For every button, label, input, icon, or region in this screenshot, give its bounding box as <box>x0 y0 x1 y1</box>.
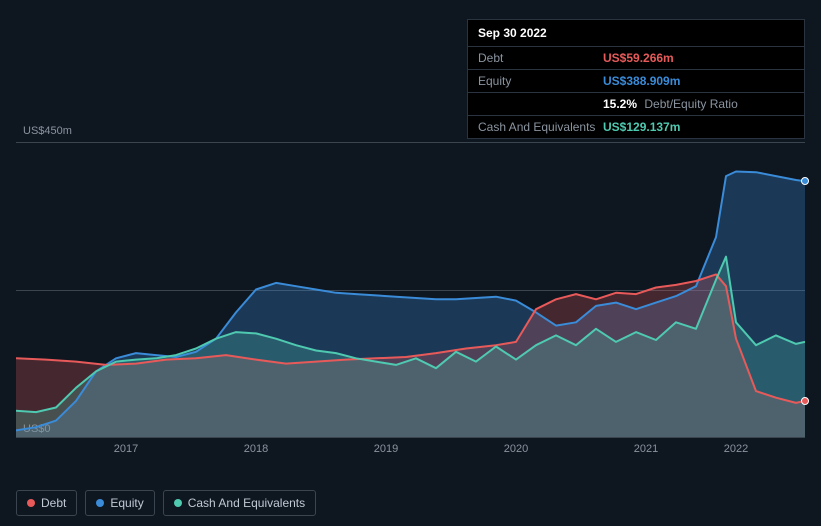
chart-tooltip: Sep 30 2022 Debt US$59.266m Equity US$38… <box>467 19 805 139</box>
x-axis-tick-label: 2022 <box>724 443 748 455</box>
chart-svg <box>16 142 805 437</box>
x-axis-tick-label: 2019 <box>374 443 398 455</box>
legend-label: Cash And Equivalents <box>188 496 305 510</box>
tooltip-row-equity: Equity US$388.909m <box>468 70 804 93</box>
chart-legend: Debt Equity Cash And Equivalents <box>16 490 316 516</box>
tooltip-label: Debt <box>478 51 603 65</box>
legend-label: Equity <box>110 496 143 510</box>
x-axis-tick-label: 2021 <box>634 443 658 455</box>
series-end-marker <box>801 177 809 185</box>
tooltip-row-ratio: 15.2% Debt/Equity Ratio <box>468 93 804 116</box>
legend-item-equity[interactable]: Equity <box>85 490 154 516</box>
tooltip-ratio: 15.2% Debt/Equity Ratio <box>603 97 738 111</box>
legend-dot-icon <box>174 499 182 507</box>
tooltip-value-debt: US$59.266m <box>603 51 674 65</box>
tooltip-value-equity: US$388.909m <box>603 74 680 88</box>
x-axis-tick-label: 2018 <box>244 443 268 455</box>
tooltip-date: Sep 30 2022 <box>468 20 804 47</box>
tooltip-label <box>478 97 603 111</box>
y-axis-max-label: US$450m <box>23 125 72 137</box>
tooltip-row-debt: Debt US$59.266m <box>468 47 804 70</box>
chart-area[interactable]: US$450m US$0 201720182019202020212022 <box>16 125 805 465</box>
legend-item-cash[interactable]: Cash And Equivalents <box>163 490 316 516</box>
legend-label: Debt <box>41 496 66 510</box>
legend-item-debt[interactable]: Debt <box>16 490 77 516</box>
legend-dot-icon <box>96 499 104 507</box>
x-axis-labels: 2017 2018 2019 2020 2021 2022 <box>16 443 805 457</box>
series-end-marker <box>801 397 809 405</box>
x-axis-tick-label: 2020 <box>504 443 528 455</box>
gridline <box>16 437 805 438</box>
tooltip-label: Equity <box>478 74 603 88</box>
x-axis-tick-label: 2017 <box>114 443 138 455</box>
plot-region[interactable] <box>16 142 805 437</box>
legend-dot-icon <box>27 499 35 507</box>
